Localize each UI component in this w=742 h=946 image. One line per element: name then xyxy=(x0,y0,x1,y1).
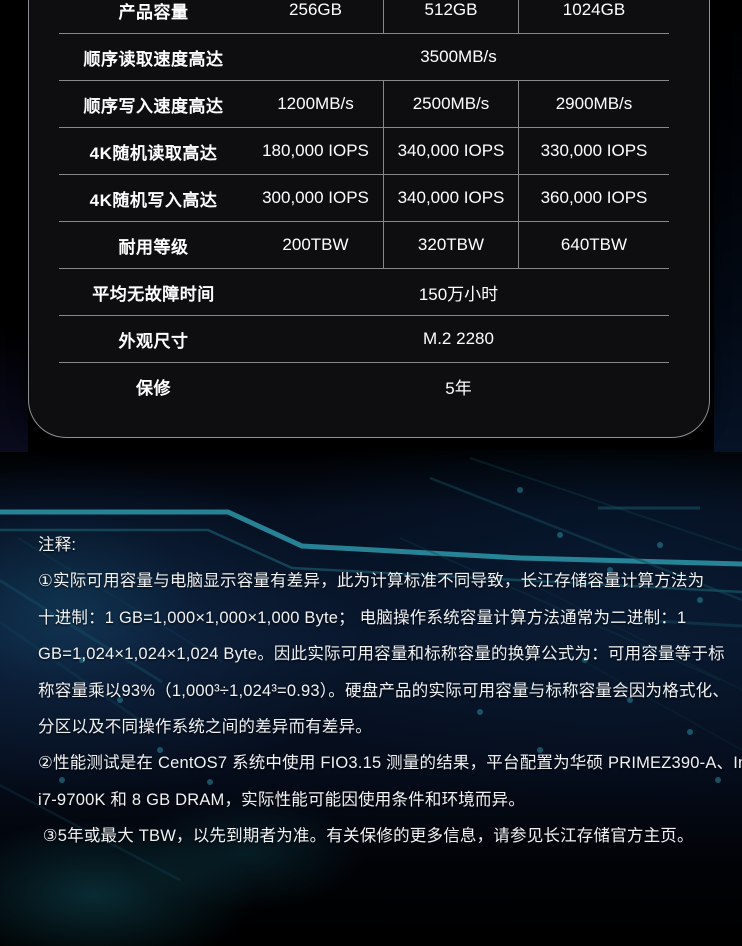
note-line: ③5年或最大 TBW，以先到期者为准。有关保修的更多信息，请参见长江存储官方主页… xyxy=(38,827,694,846)
spec-value: 330,000 IOPS xyxy=(518,128,669,174)
spec-row-capacity: 产品容量 256GB 512GB 1024GB xyxy=(59,0,669,34)
spec-value: 1024GB xyxy=(518,0,669,33)
note-line: ①实际可用容量与电脑显示容量有差异，此为计算标准不同导致，长江存储容量计算方法为 xyxy=(38,572,705,591)
spec-value: 2900MB/s xyxy=(518,81,669,127)
note-line: ②性能测试是在 CentOS7 系统中使用 FIO3.15 测量的结果，平台配置… xyxy=(38,754,742,773)
spec-row-warranty: 保修 5年 xyxy=(59,363,669,410)
note-line: GB=1,024×1,024×1,024 Byte。因此实际可用容量和标称容量的… xyxy=(38,645,725,664)
spec-value: 200TBW xyxy=(282,235,349,254)
note-line: 十进制：1 GB=1,000×1,000×1,000 Byte； 电脑操作系统容… xyxy=(38,608,687,627)
circuit-traces-graphic xyxy=(0,457,742,946)
spec-row-mtbf: 平均无故障时间 150万小时 xyxy=(59,269,669,316)
spec-label: 4K随机写入高达 xyxy=(89,190,218,210)
spec-label: 外观尺寸 xyxy=(118,331,189,351)
spec-row-rand-read: 4K随机读取高达 180,000 IOPS 340,000 IOPS 330,0… xyxy=(59,128,669,175)
spec-value: 150万小时 xyxy=(418,284,499,304)
spec-table: 产品容量 256GB 512GB 1024GB 顺序读取速度高达 3500MB/… xyxy=(59,0,669,410)
spec-value: 340,000 IOPS xyxy=(383,175,518,221)
spec-value: 180,000 IOPS xyxy=(262,141,369,160)
spec-value: 512GB xyxy=(383,0,518,33)
note-line: 分区以及不同操作系统之间的差异而有差异。 xyxy=(38,717,372,736)
spec-value: 300,000 IOPS xyxy=(262,188,369,207)
spec-panel: 产品容量 256GB 512GB 1024GB 顺序读取速度高达 3500MB/… xyxy=(28,0,710,438)
notes-heading: 注释: xyxy=(38,536,77,554)
note-line: 称容量乘以93%（1,000³÷1,024³=0.93）。硬盘产品的实际可用容量… xyxy=(38,681,730,700)
spec-value: 5年 xyxy=(445,379,472,398)
right-edge-gradient xyxy=(714,0,742,452)
note-line: i7-9700K 和 8 GB DRAM，实际性能可能因使用条件和环境而异。 xyxy=(38,790,526,809)
spec-row-seq-read: 顺序读取速度高达 3500MB/s xyxy=(59,34,669,81)
spec-value: 360,000 IOPS xyxy=(518,175,669,221)
spec-row-endurance: 耐用等级 200TBW 320TBW 640TBW xyxy=(59,222,669,269)
left-edge-gradient xyxy=(0,320,28,452)
spec-value: M.2 2280 xyxy=(423,329,494,348)
spec-value: 1200MB/s xyxy=(277,94,354,113)
spec-value: 640TBW xyxy=(518,222,669,268)
spec-value: 2500MB/s xyxy=(383,81,518,127)
spec-label: 顺序读取速度高达 xyxy=(83,49,224,69)
spec-value: 340,000 IOPS xyxy=(383,128,518,174)
spec-label: 顺序写入速度高达 xyxy=(83,96,224,116)
circuit-board-background xyxy=(0,450,742,946)
spec-label: 4K随机读取高达 xyxy=(89,143,218,163)
spec-label: 耐用等级 xyxy=(118,237,189,257)
spec-row-seq-write: 顺序写入速度高达 1200MB/s 2500MB/s 2900MB/s xyxy=(59,81,669,128)
spec-label: 平均无故障时间 xyxy=(92,284,215,304)
spec-row-rand-write: 4K随机写入高达 300,000 IOPS 340,000 IOPS 360,0… xyxy=(59,175,669,222)
spec-label: 保修 xyxy=(136,379,171,398)
spec-label: 产品容量 xyxy=(118,2,189,22)
notes-section: 注释: ①实际可用容量与电脑显示容量有差异，此为计算标准不同导致，长江存储容量计… xyxy=(38,527,742,855)
spec-value: 256GB xyxy=(289,0,342,19)
spec-value: 320TBW xyxy=(383,222,518,268)
spec-row-dimensions: 外观尺寸 M.2 2280 xyxy=(59,316,669,363)
spec-value: 3500MB/s xyxy=(420,47,497,66)
